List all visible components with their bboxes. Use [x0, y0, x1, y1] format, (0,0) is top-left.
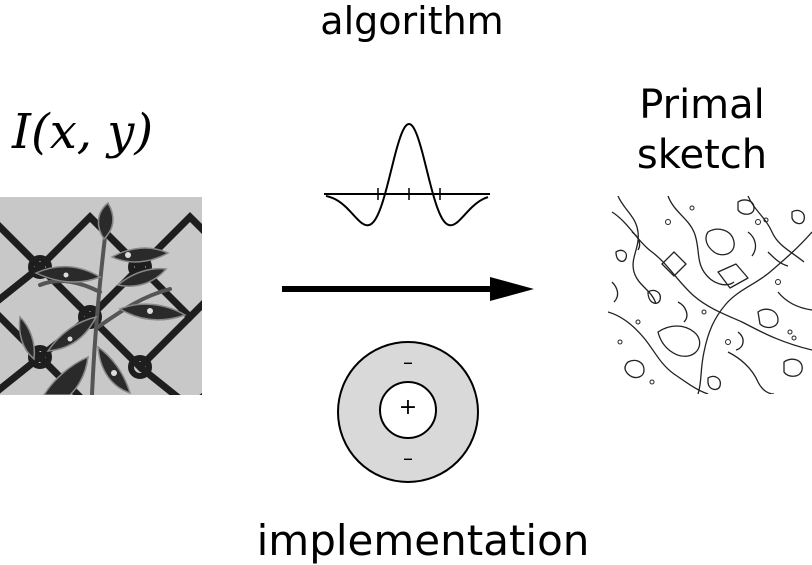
mexican-hat-function	[324, 122, 490, 227]
center-plus-sign: +	[398, 395, 418, 420]
input-image-plant-fence	[0, 197, 202, 395]
input-image-label: I(x, y)	[12, 104, 154, 160]
primal-sketch-image	[608, 192, 812, 394]
algorithm-label: algorithm	[320, 0, 504, 43]
surround-minus-sign-top: –	[403, 350, 413, 374]
implementation-label: implementation	[256, 516, 590, 565]
primal-sketch-label: Primal sketch	[636, 82, 768, 178]
process-arrow	[282, 277, 534, 301]
center-surround-receptive-field	[337, 341, 479, 483]
surround-minus-sign-bottom: –	[403, 446, 413, 470]
center-region	[379, 381, 437, 439]
